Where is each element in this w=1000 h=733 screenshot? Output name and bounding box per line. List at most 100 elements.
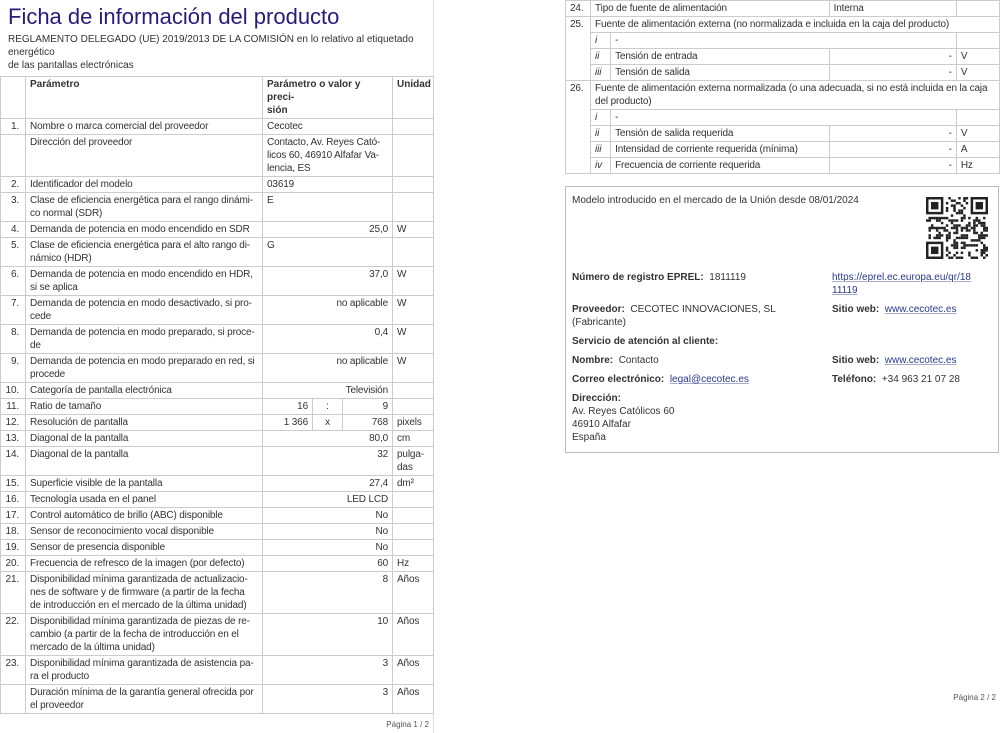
sub-param: Tensión de salida requerida — [610, 125, 830, 142]
row-number: 16. — [0, 491, 26, 508]
param-value: 10 — [261, 613, 394, 656]
page-number-2: Página 2 / 2 — [953, 693, 996, 702]
table-row: 26. Fuente de alimentación externa normal… — [564, 80, 1000, 174]
email-link[interactable]: legal@cecotec.es — [669, 374, 749, 385]
param-value: LED LCD — [261, 491, 394, 508]
param-value: No — [261, 539, 394, 556]
unit: cm — [392, 430, 435, 447]
page-1: Ficha de información del producto REGLAM… — [0, 0, 435, 733]
param-name: Demanda de potencia en modo preparado, s… — [25, 324, 263, 354]
row-number: 21. — [0, 571, 26, 614]
table-header: Parámetro Parámetro o valor y preci- sió… — [0, 76, 435, 119]
value-b: 768 — [341, 414, 394, 431]
website-label: Sitio web: — [832, 304, 880, 315]
qr-code-icon[interactable] — [926, 197, 988, 259]
unit: W — [392, 221, 435, 238]
unit: Hz — [955, 157, 1000, 174]
row-number: 1. — [0, 118, 26, 135]
table-row: 1. Nombre o marca comercial del proveedor… — [0, 118, 435, 135]
table-row: 18. Sensor de reconocimiento vocal dispon… — [0, 523, 435, 540]
param-name: Superficie visible de la pantalla — [25, 475, 263, 492]
table-row: 17. Control automático de brillo (ABC) di… — [0, 507, 435, 524]
param-value: - — [828, 157, 957, 174]
param-value: no aplicable — [261, 353, 394, 383]
row-number: 10. — [0, 382, 26, 399]
unit: A — [955, 141, 1000, 158]
row-number: 13. — [0, 430, 26, 447]
row-number: 17. — [0, 507, 26, 524]
row-number: 14. — [0, 446, 26, 476]
unit: Años — [392, 684, 435, 714]
sub-param: Frecuencia de corriente requerida — [610, 157, 830, 174]
table-row: 8. Demanda de potencia en modo preparado,… — [0, 324, 435, 354]
unit — [392, 539, 435, 556]
unit: V — [955, 125, 1000, 142]
table-row: 15. Superficie visible de la pantalla 27,4… — [0, 475, 435, 492]
param-value: - — [828, 125, 957, 142]
param-value: 25,0 — [261, 221, 394, 238]
eprel-number: 1811119 — [709, 272, 746, 283]
sub-row: ii Tensión de entrada - V — [566, 48, 1000, 65]
eprel-link[interactable]: https://eprel.ec.europa.eu/qr/18 11119 — [832, 272, 971, 296]
website-link[interactable]: www.cecotec.es — [884, 304, 957, 315]
unit: Años — [392, 571, 435, 614]
param-name: Demanda de potencia en modo encendido en… — [25, 221, 263, 238]
sub-param: Intensidad de corriente requerida (mínim… — [610, 141, 830, 158]
unit: Hz — [392, 555, 435, 572]
table-row: 21. Disponibilidad mínima garantizada de … — [0, 571, 435, 614]
param-name: Tecnología usada en el panel — [25, 491, 263, 508]
param-name: Fuente de alimentación externa normaliza… — [590, 80, 1000, 110]
param-name: Categoría de pantalla electrónica — [25, 382, 263, 399]
param-name: Disponibilidad mínima garantizada de pie… — [25, 613, 263, 656]
unit: dm² — [392, 475, 435, 492]
sub-index: ii — [590, 125, 612, 142]
eprel-label: Número de registro EPREL: — [572, 272, 704, 283]
unit: W — [392, 295, 435, 325]
sub-param: Tensión de salida — [610, 64, 830, 81]
param-value: Cecotec — [261, 118, 394, 135]
address: Av. Reyes Católicos 60 46910 Alfafar Esp… — [572, 406, 675, 443]
email-label: Correo electrónico: — [572, 374, 665, 385]
header-param: Parámetro — [25, 76, 263, 119]
param-name: Sensor de reconocimiento vocal disponibl… — [25, 523, 263, 540]
table-row: 22. Disponibilidad mínima garantizada de … — [0, 613, 435, 656]
power-supply-table: 24. Tipo de fuente de alimentación Interna… — [564, 0, 1000, 174]
website2-link[interactable]: www.cecotec.es — [884, 355, 957, 366]
address-label: Dirección: — [572, 393, 621, 404]
unit: V — [955, 64, 1000, 81]
param-value: 3 — [261, 684, 394, 714]
param-value: no aplicable — [261, 295, 394, 325]
unit — [955, 32, 1000, 49]
param-value: 60 — [261, 555, 394, 572]
param-name: Clase de eficiencia energética para el r… — [25, 192, 263, 222]
sub-index: ii — [590, 48, 612, 65]
unit — [392, 491, 435, 508]
header-value: Parámetro o valor y preci- sión — [261, 76, 394, 119]
sub-param: - — [610, 109, 957, 126]
unit: W — [392, 324, 435, 354]
param-name: Control automático de brillo (ABC) dispo… — [25, 507, 263, 524]
param-value: - — [828, 64, 957, 81]
table-row: 13. Diagonal de la pantalla 80,0 cm — [0, 430, 435, 447]
row-number: 2. — [0, 176, 26, 193]
row-number: 23. — [0, 655, 26, 685]
unit: pulga- das — [392, 446, 435, 476]
supplier-label: Proveedor: — [572, 304, 625, 315]
table-row: 10. Categoría de pantalla electrónica Tele… — [0, 382, 435, 399]
sub-row: ii Tensión de salida requerida - V — [566, 125, 1000, 142]
table-row: 19. Sensor de presencia disponible No — [0, 539, 435, 556]
param-value: 8 — [261, 571, 394, 614]
sub-row: i- — [566, 109, 1000, 126]
table-row: 6. Demanda de potencia en modo encendido … — [0, 266, 435, 296]
value-b: 9 — [341, 398, 394, 415]
unit: W — [392, 353, 435, 383]
param-value: - — [828, 141, 957, 158]
param-name: Clase de eficiencia energética para el a… — [25, 237, 263, 267]
row-number: 20. — [0, 555, 26, 572]
website2-label: Sitio web: — [832, 355, 880, 366]
unit — [955, 109, 1000, 126]
table-row: 20. Frecuencia de refresco de la imagen (… — [0, 555, 435, 572]
param-name: Duración mínima de la garantía general o… — [25, 684, 263, 714]
param-name: Frecuencia de refresco de la imagen (por… — [25, 555, 263, 572]
sub-index: iv — [590, 157, 612, 174]
